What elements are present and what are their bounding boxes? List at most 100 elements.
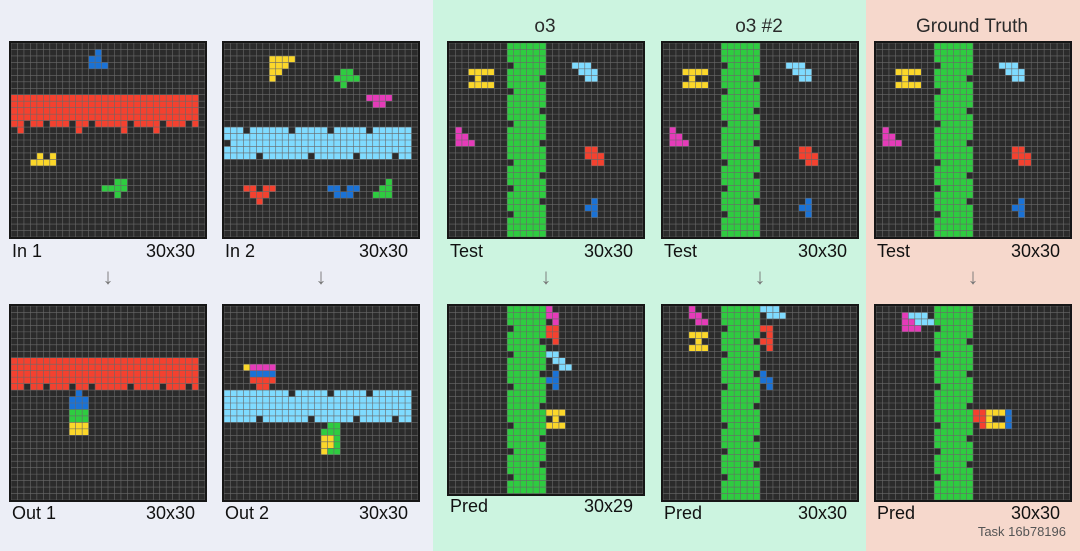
cell bbox=[1018, 75, 1025, 82]
cell bbox=[507, 325, 514, 332]
cell bbox=[805, 198, 812, 205]
cell bbox=[721, 224, 728, 231]
cell bbox=[747, 441, 754, 449]
label-pred-o3-2: Pred bbox=[664, 503, 703, 523]
cell bbox=[747, 55, 754, 63]
cell bbox=[533, 127, 540, 134]
cell bbox=[236, 140, 244, 147]
cell bbox=[947, 191, 954, 199]
cell bbox=[546, 331, 553, 339]
cell bbox=[947, 454, 954, 462]
cell bbox=[275, 415, 283, 423]
cell bbox=[507, 318, 514, 326]
cell bbox=[734, 191, 741, 199]
cell bbox=[960, 338, 967, 345]
cell bbox=[353, 133, 360, 140]
cell bbox=[533, 43, 540, 50]
cell bbox=[539, 467, 546, 475]
cell bbox=[507, 487, 514, 494]
cell bbox=[520, 152, 527, 160]
cell bbox=[753, 487, 760, 494]
cell bbox=[953, 377, 961, 384]
cell bbox=[114, 191, 121, 199]
cell bbox=[513, 364, 521, 371]
cell bbox=[101, 101, 108, 108]
cell bbox=[256, 409, 263, 416]
cell bbox=[953, 114, 961, 121]
cell bbox=[760, 325, 767, 332]
cell bbox=[353, 127, 360, 134]
cell bbox=[934, 351, 941, 358]
cell bbox=[520, 107, 527, 115]
cell bbox=[597, 159, 605, 166]
cell bbox=[513, 62, 521, 69]
cell bbox=[740, 55, 748, 63]
cell bbox=[314, 152, 321, 160]
cell bbox=[934, 390, 941, 397]
cell bbox=[120, 357, 128, 365]
cell bbox=[734, 146, 741, 153]
cell bbox=[308, 127, 315, 134]
cell bbox=[805, 75, 812, 82]
cell bbox=[120, 364, 128, 371]
cell bbox=[597, 152, 605, 160]
cell bbox=[159, 107, 167, 115]
cell bbox=[133, 383, 141, 391]
cell bbox=[520, 370, 527, 378]
cell bbox=[940, 191, 948, 199]
cell bbox=[740, 487, 748, 494]
cell bbox=[249, 185, 257, 192]
cell bbox=[727, 172, 735, 179]
cell bbox=[940, 357, 948, 365]
cell bbox=[346, 75, 354, 82]
cell bbox=[539, 172, 546, 179]
cell bbox=[108, 185, 115, 192]
cell bbox=[366, 94, 373, 102]
cell bbox=[960, 493, 967, 500]
cell bbox=[960, 114, 967, 121]
cell bbox=[520, 68, 527, 76]
cell bbox=[953, 312, 961, 319]
cell bbox=[69, 120, 76, 128]
cell bbox=[62, 120, 70, 128]
cell bbox=[507, 68, 514, 76]
cell bbox=[966, 133, 973, 140]
cell bbox=[166, 383, 173, 391]
cell bbox=[934, 55, 941, 63]
cell bbox=[539, 480, 546, 488]
cell bbox=[533, 467, 540, 475]
cell bbox=[333, 435, 341, 442]
cell bbox=[940, 493, 948, 500]
cell bbox=[533, 94, 540, 102]
cell bbox=[82, 409, 89, 416]
cell bbox=[747, 383, 754, 391]
cell bbox=[359, 390, 367, 397]
cell bbox=[533, 441, 540, 449]
cell bbox=[727, 75, 735, 82]
cell bbox=[166, 107, 173, 115]
cell bbox=[282, 140, 289, 147]
cell bbox=[558, 364, 566, 371]
cell bbox=[753, 198, 760, 205]
cell bbox=[526, 474, 534, 481]
cell bbox=[269, 390, 276, 397]
cell bbox=[966, 409, 973, 416]
cell bbox=[533, 480, 540, 488]
cell bbox=[539, 435, 546, 442]
cell bbox=[966, 191, 973, 199]
cell bbox=[262, 364, 270, 371]
cell bbox=[734, 396, 741, 403]
cell bbox=[747, 230, 754, 237]
cell bbox=[366, 403, 373, 410]
cell bbox=[333, 415, 341, 423]
cell bbox=[507, 338, 514, 345]
cell bbox=[533, 133, 540, 140]
cell bbox=[526, 357, 534, 365]
cell bbox=[513, 344, 521, 352]
cell bbox=[192, 357, 199, 365]
cell bbox=[526, 114, 534, 121]
cell bbox=[721, 396, 728, 403]
cell bbox=[740, 428, 748, 436]
cell bbox=[533, 409, 540, 416]
cell bbox=[940, 230, 948, 237]
